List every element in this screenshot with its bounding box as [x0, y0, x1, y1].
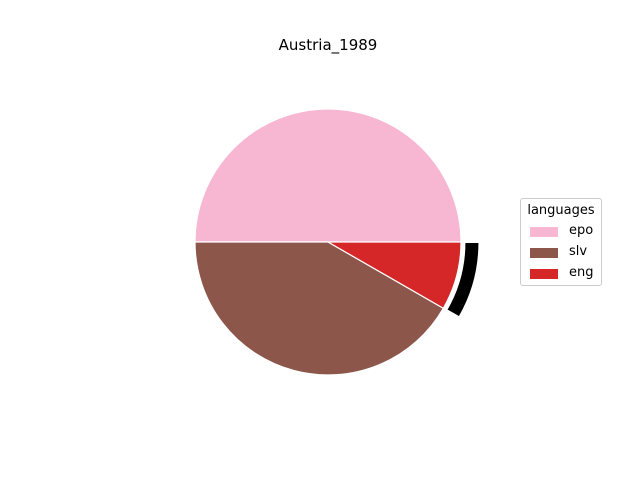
legend-swatch-slv: [530, 248, 558, 258]
legend-swatch-epo: [530, 227, 558, 237]
pie-slices: [194, 108, 480, 376]
legend-label-eng: eng: [569, 265, 594, 280]
legend-label-epo: epo: [569, 223, 594, 238]
legend: languages epo slv eng: [520, 198, 602, 286]
legend-label-slv: slv: [569, 244, 588, 259]
pie-slice-eng: [325, 241, 462, 310]
chart-title: Austria_1989: [279, 36, 378, 55]
legend-title: languages: [527, 203, 595, 218]
legend-swatch-eng: [530, 269, 558, 279]
pie-slice-eng-outline: [446, 242, 480, 318]
pie-slice-epo: [194, 108, 462, 243]
pie-slice-slv: [194, 241, 445, 376]
